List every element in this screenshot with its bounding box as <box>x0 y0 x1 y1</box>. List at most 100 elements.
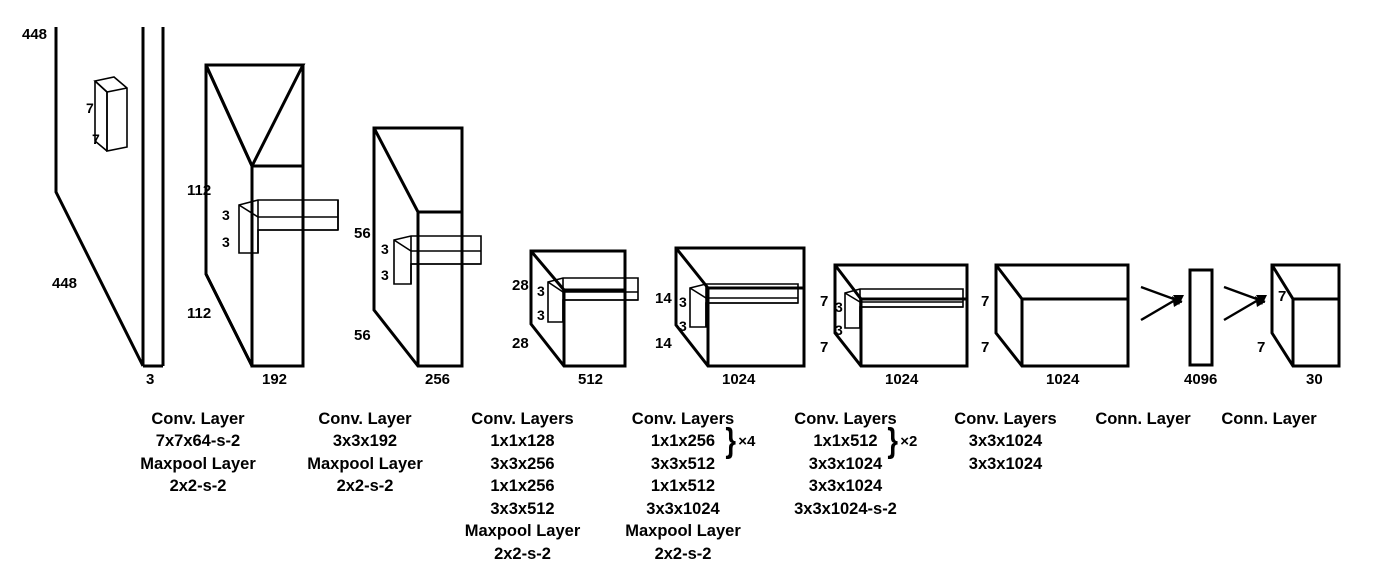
conv-block-3-channels-label: 512 <box>578 371 603 388</box>
arrow-head-up-1 <box>1173 295 1184 305</box>
arrow-head-up-2 <box>1256 295 1267 305</box>
conv-block-4-height-label: 14 <box>655 290 672 307</box>
caption-line: Maxpool Layer <box>625 522 741 541</box>
input-width-label: 448 <box>52 275 77 292</box>
conv-block-2-channels-label: 256 <box>425 371 450 388</box>
conv-block-1-kernel-w-label: 3 <box>222 234 230 250</box>
conv-block-5-depth-label: 7 <box>820 339 828 356</box>
conv-block-6-channels-label: 1024 <box>1046 371 1080 388</box>
conv-block-6-depth-label: 7 <box>981 339 989 356</box>
caption-line: Conv. Layers <box>794 410 897 428</box>
caption-conn-1: Conn. Layer <box>1083 408 1203 430</box>
conv-block-2-kernel-3x3 <box>393 235 482 285</box>
conv-block-3-kernel-w-label: 3 <box>537 307 545 323</box>
caption-line: Maxpool Layer <box>307 454 423 473</box>
caption-line: 3x3x1024 <box>646 499 720 518</box>
caption-line: 3x3x512 <box>490 499 555 518</box>
caption-line: Conv. Layers <box>954 410 1057 428</box>
output-height-label: 7 <box>1278 288 1286 305</box>
input-kernel-7x7 <box>93 76 128 152</box>
fc-layer-channels-label: 4096 <box>1184 371 1217 388</box>
conv-block-3-kernel-h-label: 3 <box>537 283 545 299</box>
conv-block-4-channels-label: 1024 <box>722 371 756 388</box>
caption-conv-2: Conv. Layer 3x3x192 Maxpool Layer 2x2-s-… <box>300 408 430 498</box>
caption-conv-4-multiplier: ×4 <box>738 433 756 451</box>
caption-line: Conv. Layer <box>151 410 245 428</box>
fc-connection-arrows-1 <box>1140 285 1184 322</box>
caption-line: Conn. Layer <box>1095 410 1191 428</box>
input-kernel-w-label: 7 <box>92 131 100 147</box>
caption-conv-5-multiplier: ×2 <box>900 433 918 451</box>
caption-line: 7x7x64-s-2 <box>155 432 241 451</box>
caption-line: 3x3x1024 <box>968 454 1043 473</box>
caption-conv-5-brace: } ×2 <box>886 422 918 460</box>
conv-block-2-depth-label: 56 <box>354 327 371 344</box>
caption-line: Maxpool Layer <box>140 454 256 473</box>
caption-conv-6: Conv. Layers 3x3x1024 3x3x1024 <box>933 408 1078 475</box>
caption-conn-2: Conn. Layer <box>1209 408 1329 430</box>
conv-block-1-kernel-3x3 <box>238 199 339 254</box>
caption-line: 1x1x512 <box>813 432 878 451</box>
conv-block-1 <box>204 63 306 368</box>
conv-block-1-height-label: 112 <box>187 182 211 199</box>
conv-block-1-channels-label: 192 <box>262 371 287 388</box>
caption-line: Conv. Layer <box>318 410 412 428</box>
caption-line: Conv. Layers <box>471 410 574 428</box>
caption-conv-4-brace: } ×4 <box>724 422 756 460</box>
caption-conv-1: Conv. Layer 7x7x64-s-2 Maxpool Layer 2x2… <box>133 408 263 498</box>
conv-block-1-kernel-h-label: 3 <box>222 207 230 223</box>
caption-line: 1x1x512 <box>650 477 716 496</box>
caption-conv-5: Conv. Layers 1x1x512 3x3x1024 3x3x1024 3… <box>768 408 923 520</box>
conv-block-3-depth-label: 28 <box>512 335 529 352</box>
curly-brace-icon: } <box>725 422 736 460</box>
conv-block-5-kernel-w-label: 3 <box>835 322 843 338</box>
conv-block-3 <box>529 249 627 368</box>
caption-line: 2x2-s-2 <box>336 477 394 496</box>
caption-line: 3x3x1024-s-2 <box>794 499 897 518</box>
caption-conv-3: Conv. Layers 1x1x128 3x3x256 1x1x256 3x3… <box>450 408 595 565</box>
conv-block-3-kernel-3x3 <box>547 277 639 323</box>
conv-block-5-kernel-3x3 <box>844 288 964 329</box>
caption-line: 2x2-s-2 <box>169 477 227 496</box>
conv-block-3-height-label: 28 <box>512 277 529 294</box>
caption-conv-4: Conv. Layers 1x1x256 3x3x512 1x1x512 3x3… <box>608 408 758 565</box>
conv-block-4-kernel-h-label: 3 <box>679 294 687 310</box>
conv-block-5-kernel-h-label: 3 <box>835 299 843 315</box>
caption-line: 2x2-s-2 <box>654 544 712 563</box>
conv-block-4-kernel-3x3 <box>689 283 799 328</box>
input-height-label: 448 <box>22 26 47 43</box>
fc-layer-4096 <box>1188 268 1214 367</box>
conv-block-2-height-label: 56 <box>354 225 371 242</box>
caption-line: 3x3x1024 <box>808 454 883 473</box>
caption-line: Conn. Layer <box>1221 410 1317 428</box>
caption-line: 3x3x512 <box>650 454 716 473</box>
input-depth-label: 3 <box>146 371 154 388</box>
curly-brace-icon: } <box>887 422 898 460</box>
caption-line: Maxpool Layer <box>464 522 581 541</box>
output-channels-label: 30 <box>1306 371 1323 388</box>
input-kernel-h-label: 7 <box>86 100 94 116</box>
conv-block-5 <box>833 263 969 368</box>
conv-block-5-channels-label: 1024 <box>885 371 919 388</box>
conv-block-4-kernel-w-label: 3 <box>679 318 687 334</box>
conv-block-6 <box>994 263 1130 368</box>
caption-line: Conv. Layers <box>631 410 735 428</box>
output-tensor <box>1270 263 1341 368</box>
caption-line: 1x1x256 <box>490 477 555 496</box>
caption-line: 1x1x128 <box>490 432 555 451</box>
fc-connection-arrows-2 <box>1223 285 1267 322</box>
conv-block-2-kernel-w-label: 3 <box>381 267 389 283</box>
conv-block-4 <box>674 246 806 368</box>
output-depth-label: 7 <box>1257 339 1265 356</box>
conv-block-6-height-label: 7 <box>981 293 989 310</box>
caption-line: 3x3x256 <box>490 454 555 473</box>
conv-block-4-depth-label: 14 <box>655 335 672 352</box>
input-image-slab <box>54 27 165 368</box>
conv-block-5-height-label: 7 <box>820 293 828 310</box>
caption-line: 1x1x256 <box>650 432 716 451</box>
caption-line: 2x2-s-2 <box>494 544 551 563</box>
caption-line: 3x3x1024 <box>968 432 1043 451</box>
conv-block-2-kernel-h-label: 3 <box>381 241 389 257</box>
caption-line: 3x3x1024 <box>808 477 883 496</box>
